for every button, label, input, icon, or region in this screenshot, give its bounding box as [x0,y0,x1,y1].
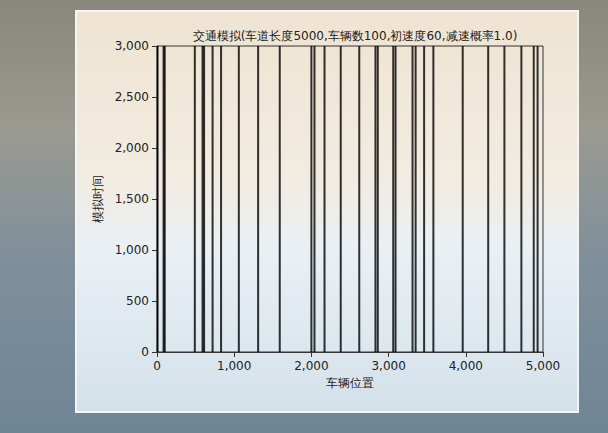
svg-text:1,500: 1,500 [115,192,149,206]
svg-text:0: 0 [153,359,161,373]
svg-text:3,000: 3,000 [115,39,149,53]
svg-text:车辆位置: 车辆位置 [326,376,374,390]
svg-text:3,000: 3,000 [371,359,405,373]
svg-text:500: 500 [126,294,149,308]
svg-text:5,000: 5,000 [526,359,560,373]
svg-text:1,000: 1,000 [217,359,251,373]
svg-text:交通模拟(车道长度5000,车辆数100,初速度60,减速概: 交通模拟(车道长度5000,车辆数100,初速度60,减速概率1.0) [193,29,518,43]
svg-text:2,500: 2,500 [115,90,149,104]
svg-text:1,000: 1,000 [115,243,149,257]
svg-text:4,000: 4,000 [449,359,483,373]
svg-text:0: 0 [141,345,149,359]
svg-text:2,000: 2,000 [115,141,149,155]
svg-text:2,000: 2,000 [294,359,328,373]
svg-text:模拟时间: 模拟时间 [91,175,105,223]
